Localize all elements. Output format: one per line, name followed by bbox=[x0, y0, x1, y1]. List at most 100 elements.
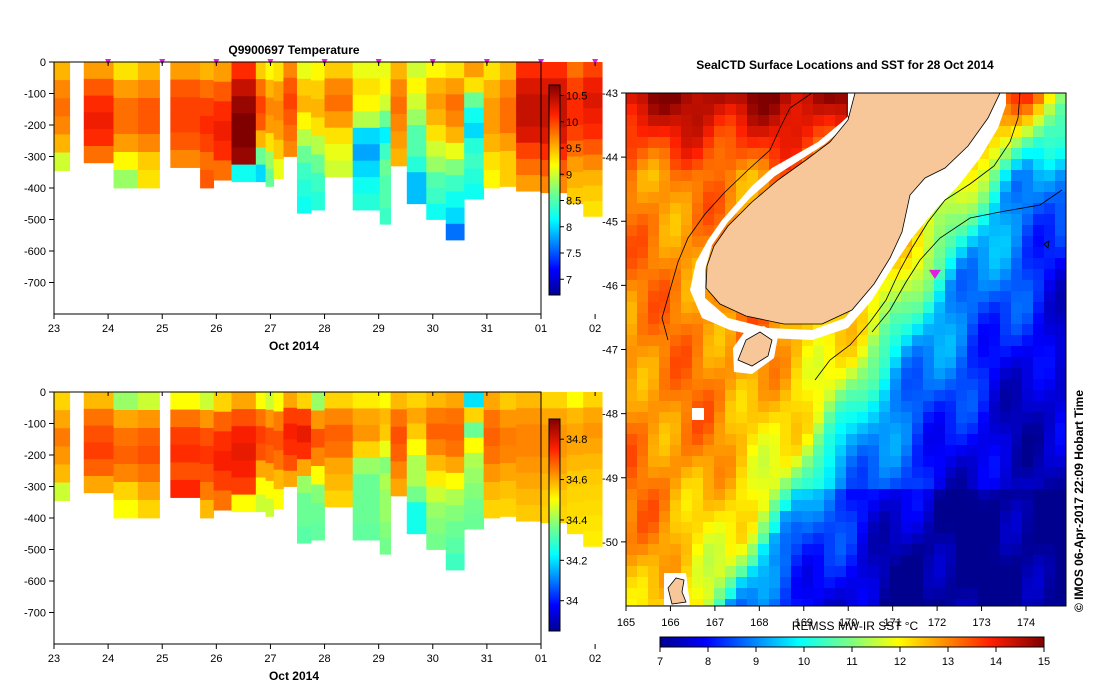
sst-cell bbox=[681, 214, 693, 226]
sst-cell bbox=[725, 467, 737, 479]
sst-cell bbox=[681, 258, 693, 270]
sst-cell bbox=[802, 511, 814, 523]
sst-cell bbox=[736, 181, 748, 193]
sst-cell bbox=[692, 522, 704, 534]
profile-cell bbox=[273, 81, 284, 102]
sst-cell bbox=[1055, 489, 1066, 501]
profile-cell bbox=[113, 80, 139, 99]
sst-cell bbox=[890, 280, 902, 292]
sst-cell bbox=[901, 401, 913, 413]
profile-cell bbox=[265, 97, 275, 116]
sst-cell bbox=[901, 313, 913, 325]
land-stewart-island bbox=[737, 331, 773, 367]
sst-cell bbox=[956, 434, 968, 446]
sst-cell bbox=[659, 192, 671, 204]
sst-cell bbox=[989, 258, 1001, 270]
sst-cell bbox=[989, 324, 1001, 336]
profile-cell bbox=[265, 463, 275, 482]
sst-cell bbox=[802, 412, 814, 424]
sst-cell bbox=[890, 324, 902, 336]
sst-cell bbox=[692, 588, 704, 600]
sst-cell bbox=[923, 577, 935, 589]
sst-cell bbox=[1033, 368, 1045, 380]
profile-cell bbox=[311, 429, 325, 448]
profile-cell bbox=[566, 109, 584, 126]
sst-cell bbox=[967, 434, 979, 446]
profile-17 bbox=[379, 392, 391, 555]
sst-cell bbox=[681, 324, 693, 336]
sst-cell bbox=[967, 456, 979, 468]
sst-cell bbox=[1011, 379, 1023, 391]
sst-cell bbox=[736, 159, 748, 171]
sst-cell bbox=[758, 159, 770, 171]
sst-cell bbox=[1044, 148, 1056, 160]
sst-cell bbox=[890, 258, 902, 270]
sst-cell bbox=[714, 302, 726, 314]
sst-cell bbox=[725, 445, 737, 457]
sst-cell bbox=[923, 544, 935, 556]
sst-cell bbox=[637, 434, 649, 446]
sst-cell bbox=[1033, 93, 1045, 105]
profile-24 bbox=[499, 392, 517, 517]
sst-cell bbox=[846, 445, 858, 457]
sst-cell bbox=[692, 434, 704, 446]
sst-cell bbox=[659, 434, 671, 446]
profile-13 bbox=[296, 392, 312, 544]
sst-cell bbox=[802, 566, 814, 578]
sst-cell bbox=[1011, 368, 1023, 380]
sst-cell bbox=[868, 401, 880, 413]
sst-cell bbox=[967, 269, 979, 281]
profile-cell bbox=[265, 115, 275, 134]
profile-cell bbox=[352, 392, 381, 409]
profile-cell bbox=[406, 392, 427, 409]
sst-cell bbox=[1011, 412, 1023, 424]
sst-cell bbox=[758, 137, 770, 149]
sst-cell bbox=[802, 357, 814, 369]
sst-cell bbox=[956, 313, 968, 325]
sst-cell bbox=[978, 324, 990, 336]
profile-15 bbox=[324, 392, 354, 508]
sst-cell bbox=[945, 214, 957, 226]
sst-cell bbox=[978, 478, 990, 490]
sst-cell bbox=[934, 445, 946, 457]
sst-cell bbox=[758, 93, 770, 105]
profile-cell bbox=[273, 100, 284, 121]
sst-colorbar-gradient bbox=[659, 636, 1045, 648]
sst-cell bbox=[659, 412, 671, 424]
sst-cell bbox=[791, 566, 803, 578]
sst-cell bbox=[637, 214, 649, 226]
sst-cell bbox=[703, 225, 715, 237]
sst-cell bbox=[1044, 181, 1056, 193]
profile-cell bbox=[83, 78, 114, 96]
sst-cell bbox=[648, 478, 660, 490]
sst-cell bbox=[1011, 170, 1023, 182]
sst-cell bbox=[780, 390, 792, 402]
sst-cell bbox=[681, 126, 693, 138]
sst-row bbox=[626, 368, 1066, 380]
sst-cell bbox=[857, 346, 869, 358]
sst-cell bbox=[813, 423, 825, 435]
sst-cell bbox=[648, 588, 660, 600]
sst-cell bbox=[934, 368, 946, 380]
sst-cell bbox=[989, 599, 1001, 606]
sst-cell bbox=[989, 236, 1001, 248]
sst-cell bbox=[868, 544, 880, 556]
profile-cell bbox=[200, 446, 215, 465]
sst-cell bbox=[780, 379, 792, 391]
sst-cell bbox=[758, 456, 770, 468]
sst-cell bbox=[758, 599, 770, 606]
sst-cell bbox=[813, 390, 825, 402]
sst-cell bbox=[1055, 555, 1066, 567]
sst-cell bbox=[1033, 555, 1045, 567]
sst-cell bbox=[901, 456, 913, 468]
profile-cell bbox=[583, 530, 603, 547]
sst-cell bbox=[978, 533, 990, 545]
profile-cell bbox=[583, 469, 603, 486]
sst-cell bbox=[637, 181, 649, 193]
sst-cell bbox=[637, 599, 649, 606]
sst-cell bbox=[758, 478, 770, 490]
profile-cell bbox=[390, 79, 408, 98]
sst-cell bbox=[659, 533, 671, 545]
sst-cell bbox=[1000, 302, 1012, 314]
profile-cell bbox=[170, 114, 201, 133]
